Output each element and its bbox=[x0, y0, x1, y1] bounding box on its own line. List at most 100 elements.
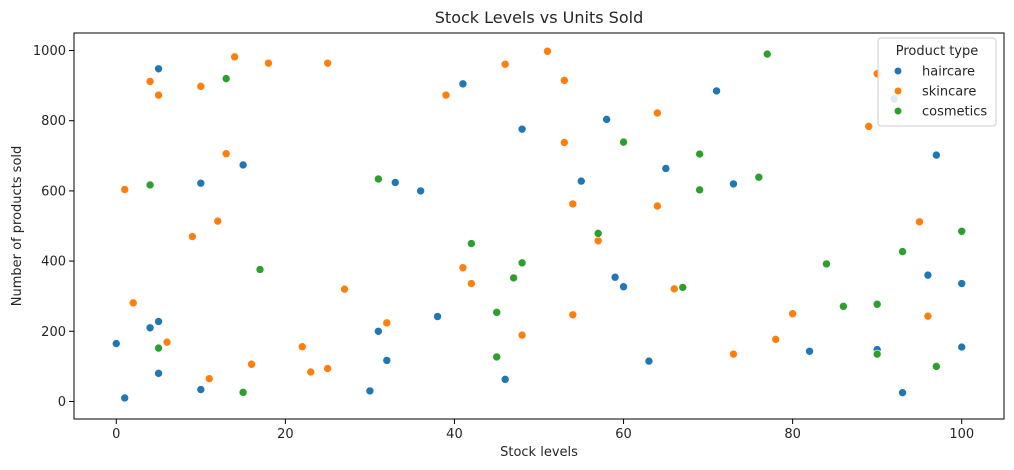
data-point-cosmetics bbox=[492, 352, 502, 362]
data-point-cosmetics bbox=[872, 349, 882, 359]
series-skincare bbox=[120, 46, 933, 383]
data-point-skincare bbox=[128, 298, 138, 308]
data-point-cosmetics bbox=[154, 343, 163, 353]
data-point-haircare bbox=[433, 312, 442, 321]
data-point-skincare bbox=[323, 58, 332, 68]
data-point-skincare bbox=[340, 284, 349, 294]
legend: Product type haircare skincare cosmetics bbox=[877, 37, 997, 127]
data-point-haircare bbox=[957, 279, 967, 288]
x-axis-ticks: 0 20 40 60 80 100 bbox=[112, 419, 974, 442]
y-tick-label: 800 bbox=[41, 114, 66, 129]
data-point-haircare bbox=[365, 386, 375, 396]
data-point-haircare bbox=[196, 385, 206, 394]
data-point-haircare bbox=[602, 115, 611, 124]
data-point-cosmetics bbox=[221, 74, 231, 83]
data-point-skincare bbox=[382, 318, 392, 328]
data-point-cosmetics bbox=[872, 299, 882, 309]
x-axis-label: Stock levels bbox=[500, 445, 578, 460]
y-tick-label: 600 bbox=[41, 184, 66, 199]
data-point-haircare bbox=[500, 375, 510, 384]
data-point-skincare bbox=[788, 309, 797, 319]
x-tick-label: 0 bbox=[112, 427, 120, 442]
data-point-haircare bbox=[644, 356, 654, 366]
data-point-cosmetics bbox=[957, 226, 967, 236]
y-axis-ticks: 0 200 400 600 800 1000 bbox=[33, 44, 74, 410]
data-point-haircare bbox=[145, 323, 155, 333]
data-point-skincare bbox=[188, 232, 197, 241]
data-point-skincare bbox=[213, 216, 223, 226]
data-point-skincare bbox=[264, 58, 273, 68]
data-point-cosmetics bbox=[898, 247, 907, 256]
data-point-skincare bbox=[297, 342, 307, 352]
data-point-cosmetics bbox=[374, 174, 383, 184]
data-point-haircare bbox=[619, 282, 628, 292]
data-point-skincare bbox=[560, 76, 569, 85]
data-point-haircare bbox=[712, 86, 721, 96]
data-point-skincare bbox=[560, 138, 569, 147]
data-point-haircare bbox=[932, 150, 941, 160]
legend-items: haircare skincare cosmetics bbox=[894, 65, 987, 120]
data-point-haircare bbox=[805, 346, 814, 356]
data-point-haircare bbox=[238, 160, 248, 170]
data-point-cosmetics bbox=[822, 259, 831, 269]
data-point-cosmetics bbox=[517, 258, 527, 268]
scatter-points bbox=[111, 46, 967, 403]
x-tick-label: 40 bbox=[446, 427, 463, 442]
legend-label-skincare: skincare bbox=[922, 85, 976, 100]
data-point-skincare bbox=[729, 349, 738, 359]
data-point-haircare bbox=[610, 272, 620, 282]
data-point-skincare bbox=[653, 201, 662, 211]
data-point-skincare bbox=[568, 310, 578, 320]
legend-marker-skincare bbox=[894, 87, 902, 95]
data-point-haircare bbox=[517, 124, 527, 134]
data-point-skincare bbox=[154, 90, 163, 100]
data-point-haircare bbox=[154, 64, 163, 74]
data-point-skincare bbox=[221, 149, 231, 159]
chart-title: Stock Levels vs Units Sold bbox=[435, 8, 643, 27]
data-point-skincare bbox=[120, 185, 130, 194]
legend-marker-haircare bbox=[894, 67, 902, 75]
data-point-cosmetics bbox=[145, 180, 155, 190]
data-point-skincare bbox=[230, 52, 239, 62]
x-tick-label: 20 bbox=[277, 427, 294, 442]
data-point-cosmetics bbox=[467, 239, 476, 248]
x-tick-label: 100 bbox=[949, 427, 974, 442]
data-point-haircare bbox=[898, 388, 907, 397]
data-point-cosmetics bbox=[255, 265, 265, 274]
data-point-haircare bbox=[458, 79, 468, 89]
data-point-skincare bbox=[653, 108, 662, 118]
data-point-skincare bbox=[771, 335, 781, 344]
data-point-skincare bbox=[543, 46, 552, 56]
y-axis-label: Number of products sold bbox=[10, 146, 25, 307]
data-point-haircare bbox=[923, 270, 933, 280]
x-tick-label: 80 bbox=[784, 427, 801, 442]
data-point-cosmetics bbox=[762, 49, 772, 59]
legend-box bbox=[877, 37, 997, 127]
data-point-skincare bbox=[915, 217, 924, 227]
data-point-haircare bbox=[576, 176, 586, 186]
data-point-skincare bbox=[923, 311, 933, 321]
data-point-skincare bbox=[162, 337, 172, 347]
data-point-cosmetics bbox=[839, 302, 848, 311]
series-haircare bbox=[111, 64, 967, 403]
data-point-skincare bbox=[467, 279, 476, 288]
y-tick-label: 200 bbox=[41, 325, 66, 340]
data-point-haircare bbox=[661, 164, 671, 173]
data-point-cosmetics bbox=[619, 137, 628, 147]
data-point-haircare bbox=[382, 356, 392, 365]
data-point-skincare bbox=[500, 59, 510, 69]
y-tick-label: 0 bbox=[58, 395, 66, 410]
data-point-haircare bbox=[416, 186, 425, 196]
data-point-haircare bbox=[390, 178, 400, 187]
legend-marker-cosmetics bbox=[894, 107, 902, 115]
legend-label-haircare: haircare bbox=[922, 65, 975, 80]
data-point-cosmetics bbox=[509, 273, 518, 283]
data-point-skincare bbox=[568, 199, 578, 209]
y-tick-label: 400 bbox=[41, 255, 66, 270]
data-point-haircare bbox=[154, 369, 163, 378]
data-point-cosmetics bbox=[593, 229, 603, 238]
data-point-haircare bbox=[957, 342, 967, 352]
data-point-skincare bbox=[593, 236, 603, 246]
data-point-cosmetics bbox=[695, 185, 704, 195]
